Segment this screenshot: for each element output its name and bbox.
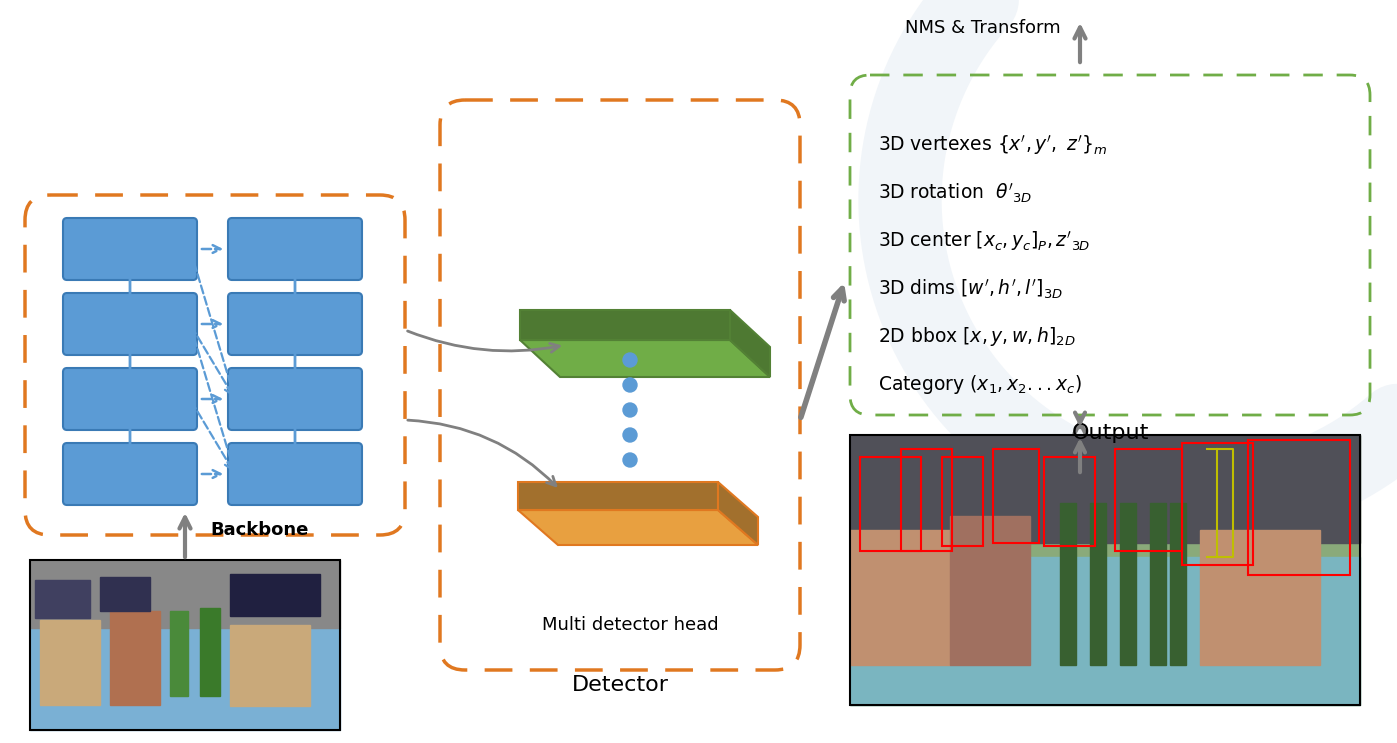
Bar	[29, 628, 339, 730]
Bar	[1044, 457, 1095, 545]
Bar	[1120, 502, 1136, 664]
Polygon shape	[520, 310, 731, 340]
Bar	[1150, 502, 1166, 664]
FancyBboxPatch shape	[228, 218, 362, 280]
FancyBboxPatch shape	[63, 218, 197, 280]
Text: NMS & Transform: NMS & Transform	[905, 19, 1060, 37]
Circle shape	[623, 403, 637, 417]
Bar	[1060, 502, 1076, 664]
Circle shape	[623, 428, 637, 442]
Text: Category $(x_1,x_2...x_c)$: Category $(x_1,x_2...x_c)$	[877, 374, 1081, 397]
Bar	[1248, 441, 1350, 575]
Bar	[849, 435, 1361, 705]
Text: Multi detector head: Multi detector head	[542, 616, 718, 634]
Bar	[1090, 502, 1106, 664]
Bar	[849, 557, 1361, 705]
Bar	[1171, 502, 1186, 664]
Text: Backbone: Backbone	[210, 521, 309, 539]
Bar	[170, 611, 189, 696]
Bar	[993, 449, 1039, 543]
Text: 2D bbox $[x,y,w,h]_{2D}$: 2D bbox $[x,y,w,h]_{2D}$	[877, 325, 1076, 348]
Polygon shape	[731, 310, 770, 377]
FancyBboxPatch shape	[228, 293, 362, 355]
FancyBboxPatch shape	[228, 443, 362, 505]
Text: 3D dims $[w',h',l']_{3D}$: 3D dims $[w',h',l']_{3D}$	[877, 277, 1063, 301]
FancyBboxPatch shape	[63, 368, 197, 430]
FancyBboxPatch shape	[63, 293, 197, 355]
Text: 3D rotation  $\theta'_{3D}$: 3D rotation $\theta'_{3D}$	[877, 181, 1032, 204]
Bar	[901, 449, 951, 551]
Bar	[231, 574, 320, 616]
Polygon shape	[520, 340, 770, 377]
Bar	[29, 560, 339, 628]
Bar	[1115, 449, 1182, 551]
Bar	[849, 435, 1361, 543]
Bar	[35, 580, 89, 617]
Bar	[41, 620, 101, 704]
Polygon shape	[518, 482, 718, 510]
Bar	[1200, 530, 1320, 664]
FancyBboxPatch shape	[228, 368, 362, 430]
Bar	[1182, 443, 1253, 565]
Bar	[101, 577, 149, 611]
Text: Output: Output	[1071, 423, 1148, 443]
Polygon shape	[718, 482, 759, 545]
Bar	[110, 611, 161, 704]
Circle shape	[623, 453, 637, 467]
Bar	[861, 457, 922, 551]
Circle shape	[623, 378, 637, 392]
Bar	[231, 625, 310, 706]
FancyBboxPatch shape	[63, 443, 197, 505]
Circle shape	[623, 353, 637, 367]
Polygon shape	[518, 510, 759, 545]
Bar	[942, 457, 982, 545]
Bar	[200, 608, 219, 696]
Bar	[29, 560, 339, 730]
Bar	[849, 530, 950, 664]
Bar	[849, 435, 1361, 705]
Bar	[950, 516, 1030, 664]
Text: Detector: Detector	[571, 675, 669, 695]
Text: 3D vertexes $\{x',y',\ z'\}_m$: 3D vertexes $\{x',y',\ z'\}_m$	[877, 133, 1108, 157]
Text: 3D center $[x_c,y_c]_P,z'_{3D}$: 3D center $[x_c,y_c]_P,z'_{3D}$	[877, 229, 1090, 253]
